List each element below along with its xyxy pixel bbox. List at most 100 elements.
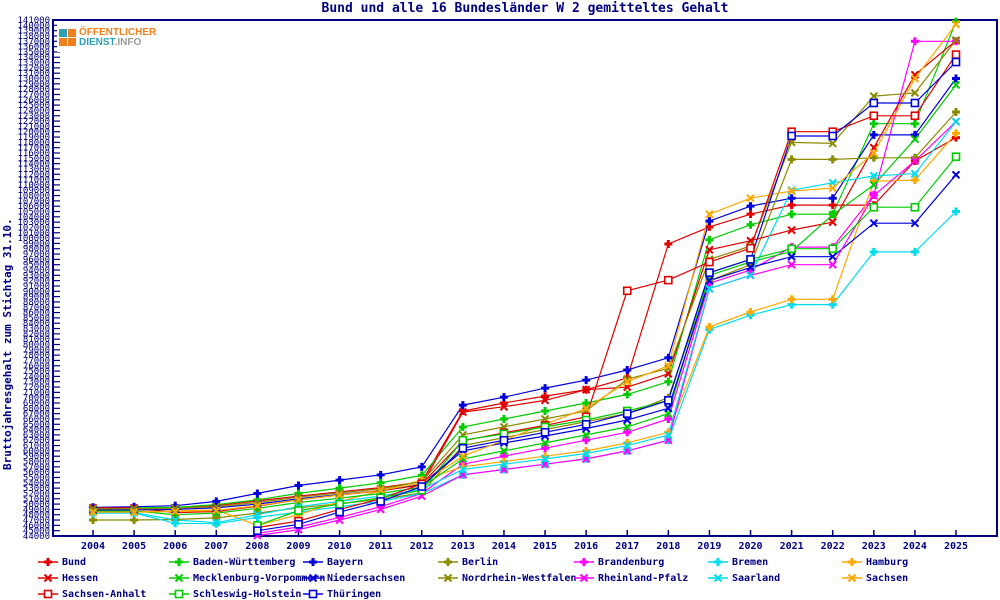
marker-Niedersachsen-2008 <box>253 499 262 509</box>
marker-Nordrhein-Westfalen-2023 <box>869 91 879 101</box>
marker-Bayern-2008 <box>253 489 262 498</box>
marker-Rheinland-Pfalz-2022 <box>828 260 837 269</box>
y-tick-label: 54000 <box>23 479 50 489</box>
marker-Sachsen-2010 <box>335 490 344 500</box>
y-tick-label: 93000 <box>23 271 50 281</box>
y-tick-label: 76000 <box>23 362 50 372</box>
x-tick-label: 2005 <box>122 541 146 552</box>
marker-Thüringen-2015 <box>540 427 550 437</box>
y-tick-label: 127000 <box>17 90 50 100</box>
marker-Mecklenburg-Vorpommern-2023 <box>869 180 879 190</box>
marker-Schleswig-Holstein-2024 <box>910 202 920 212</box>
y-tick-label: 57000 <box>23 463 50 473</box>
series-line-Hamburg <box>93 132 957 527</box>
logo-text-dienst: DIENST <box>79 36 115 48</box>
y-tick-label: 128000 <box>17 85 50 95</box>
series-line-Bayern <box>92 78 957 508</box>
marker-Sachsen-Anhalt-2017 <box>622 286 632 296</box>
y-tick-label: 92000 <box>23 277 50 287</box>
y-tick-label: 140000 <box>17 21 50 31</box>
y-tick-label: 89000 <box>23 293 50 303</box>
y-tick-label: 130000 <box>17 75 50 85</box>
series-line-Rheinland-Pfalz <box>257 121 957 537</box>
y-tick-label: 104000 <box>17 213 50 223</box>
marker-Schleswig-Holstein-2013 <box>458 435 468 445</box>
marker-Berlin-2023 <box>869 153 878 162</box>
marker-Thüringen-2021 <box>787 131 796 141</box>
y-tick-label: 71000 <box>23 388 50 398</box>
marker-Sachsen-2009 <box>294 495 303 505</box>
marker-Hamburg-2020 <box>746 308 755 317</box>
marker-Sachsen-Anhalt-2020 <box>746 243 755 253</box>
marker-Sachsen-Anhalt-2018 <box>664 275 673 285</box>
y-tick-label: 97000 <box>23 250 50 260</box>
marker-Bund-2018 <box>664 239 673 248</box>
y-tick-label: 68000 <box>23 404 50 414</box>
y-tick-label: 98000 <box>23 245 50 255</box>
y-tick-label: 56000 <box>23 468 50 478</box>
marker-Baden-Württemberg-2023 <box>869 119 878 128</box>
y-tick-label: 45000 <box>23 527 50 537</box>
y-tick-label: 51000 <box>23 495 50 505</box>
marker-Rheinland-Pfalz-2023 <box>869 191 879 200</box>
marker-Berlin-2025 <box>952 108 960 117</box>
x-tick-label: 2017 <box>615 541 639 552</box>
marker-Schleswig-Holstein-2025 <box>951 152 961 162</box>
marker-Saarland-2006 <box>170 515 180 525</box>
y-tick-label: 78000 <box>23 351 50 361</box>
marker-Baden-Württemberg-2021 <box>787 210 796 219</box>
marker-Bund-2020 <box>746 210 755 219</box>
logo-square-teal <box>59 29 67 37</box>
y-tick-label: 110000 <box>17 181 50 191</box>
y-tick-label: 124000 <box>17 106 50 116</box>
marker-Bayern-2024 <box>910 130 919 139</box>
marker-Nordrhein-Westfalen-2018 <box>664 364 673 373</box>
marker-Thüringen-2011 <box>376 497 385 506</box>
y-tick-label: 137000 <box>17 37 50 47</box>
y-tick-label: 53000 <box>23 484 50 494</box>
y-tick-label: 58000 <box>23 458 50 468</box>
y-tick-label: 114000 <box>17 160 50 170</box>
y-tick-label: 63000 <box>23 431 50 441</box>
marker-Schleswig-Holstein-2023 <box>869 202 879 212</box>
y-tick-label: 90000 <box>23 287 50 297</box>
marker-Brandenburg-2015 <box>541 444 550 453</box>
y-tick-label: 108000 <box>17 192 50 202</box>
y-tick-label: 64000 <box>23 426 50 436</box>
series-line-Nordrhein-Westfalen <box>93 39 957 510</box>
marker-Mecklenburg-Vorpommern-2017 <box>623 422 632 432</box>
y-tick-label: 125000 <box>17 101 50 111</box>
y-tick-label: 131000 <box>17 69 50 79</box>
marker-Hessen-2021 <box>787 225 796 235</box>
y-tick-label: 133000 <box>17 59 50 69</box>
x-tick-label: 2010 <box>328 541 352 552</box>
marker-Bayern-2009 <box>294 481 303 490</box>
x-tick-label: 2013 <box>451 541 475 552</box>
logo-text-info: .INFO <box>114 36 142 48</box>
marker-Baden-Württemberg-2014 <box>499 414 508 423</box>
marker-Sachsen-2007 <box>212 506 221 515</box>
series-line-Berlin <box>93 111 957 521</box>
y-tick-label: 85000 <box>23 314 50 324</box>
x-tick-label: 2007 <box>204 541 228 552</box>
logo-square-orange <box>59 38 67 46</box>
marker-Sachsen-2020 <box>746 193 755 203</box>
y-tick-label: 132000 <box>17 64 50 74</box>
series-line-Thüringen <box>257 61 957 532</box>
y-tick-label: 69000 <box>23 399 50 409</box>
y-tick-label: 61000 <box>23 442 50 452</box>
marker-Hamburg-2024 <box>910 176 919 185</box>
marker-Nordrhein-Westfalen-2006 <box>170 504 180 513</box>
y-tick-label: 49000 <box>23 505 50 515</box>
marker-Hessen-2014 <box>499 402 509 411</box>
marker-Bayern-2014 <box>499 393 508 402</box>
marker-Sachsen-2022 <box>828 183 837 193</box>
series-line-Niedersachsen <box>93 174 957 511</box>
series-line-Bund <box>92 137 957 510</box>
marker-Brandenburg-2018 <box>664 414 673 423</box>
y-tick-label: 70000 <box>23 394 50 404</box>
y-tick-label: 86000 <box>23 309 50 319</box>
marker-Sachsen-2013 <box>458 451 468 461</box>
marker-Hamburg-2022 <box>828 295 837 304</box>
y-tick-label: 46000 <box>23 521 50 531</box>
